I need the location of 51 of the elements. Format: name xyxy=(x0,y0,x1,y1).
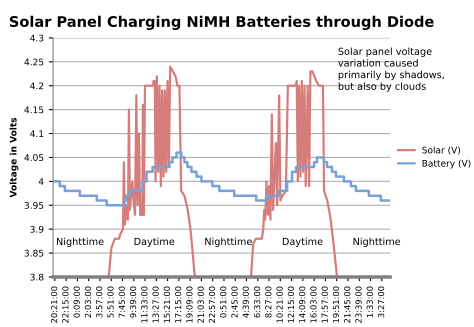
y-axis-title: Voltage in Volts xyxy=(10,118,18,198)
y-tick-label: 4.3 xyxy=(30,34,44,42)
x-tick-label: 9:39:00 xyxy=(130,286,136,318)
x-tick-label: 19:09:00 xyxy=(186,286,193,323)
x-tick-label: 12:15:00 xyxy=(288,286,294,323)
x-tick-label: 17:57:00 xyxy=(322,286,328,323)
y-tick-label: 4.05 xyxy=(24,154,44,162)
annotation: Solar panel voltage variation caused primarily by shadows, but also by clouds xyxy=(338,47,444,92)
x-tick-label: 22:15:00 xyxy=(62,286,69,323)
x-tick-label: 16:03:00 xyxy=(310,286,317,323)
legend-label: Solar (V) xyxy=(422,146,460,155)
x-tick-label: 1:33:00 xyxy=(366,286,373,318)
x-tick-label: 6:33:00 xyxy=(254,286,260,318)
x-tick-label: 11:33:00 xyxy=(141,286,148,323)
x-tick-label: 5:51:00 xyxy=(107,286,114,318)
legend-label: Battery (V) xyxy=(422,160,470,168)
x-tick-label: 3:27:00 xyxy=(378,286,384,318)
x-tick-label: 4:39:00 xyxy=(242,286,249,318)
x-tick-label: 0:09:00 xyxy=(74,286,80,318)
x-tick-label: 20:21:00 xyxy=(50,286,58,323)
y-tick-label: 3.95 xyxy=(24,202,44,209)
x-tick-label: 23:39:00 xyxy=(355,286,362,323)
x-tick-label: 2:45:00 xyxy=(231,286,238,318)
annotation: Nighttime xyxy=(354,238,400,248)
x-tick-label: 8:27:00 xyxy=(265,286,272,318)
x-tick-label: 3:57:00 xyxy=(96,286,102,318)
x-tick-label: 22:57:00 xyxy=(208,286,216,323)
y-tick-label: 3.8 xyxy=(30,274,44,281)
y-tick-label: 3.85 xyxy=(24,250,44,257)
x-tick-label: 10:21:00 xyxy=(276,286,283,323)
y-tick-label: 4.2 xyxy=(30,82,44,90)
x-tick-label: 15:21:00 xyxy=(164,286,170,323)
x-tick-label: 21:45:00 xyxy=(344,286,350,323)
y-tick-label: 4.25 xyxy=(24,58,44,66)
y-tick-label: 4.15 xyxy=(24,106,44,114)
x-tick-label: 7:45:00 xyxy=(118,286,125,318)
annotation: Nighttime xyxy=(205,238,252,248)
x-tick-label: 2:03:00 xyxy=(84,286,92,318)
annotation: Daytime xyxy=(134,238,174,248)
x-tick-label: 14:09:00 xyxy=(298,286,306,323)
y-tick-label: 4.1 xyxy=(30,130,44,137)
y-tick-label: 3.9 xyxy=(30,226,44,233)
y-tick-label: 4 xyxy=(38,178,44,185)
x-tick-label: 17:15:00 xyxy=(174,286,182,323)
x-tick-label: 0:51:00 xyxy=(220,286,226,318)
x-tick-label: 21:03:00 xyxy=(198,286,204,323)
annotation: Nighttime xyxy=(56,238,104,248)
x-tick-label: 13:27:00 xyxy=(152,286,159,323)
annotation: Daytime xyxy=(282,238,323,248)
chart-title: Solar Panel Charging NiMH Batteries through Diode xyxy=(10,16,434,30)
x-tick-label: 19:51:00 xyxy=(332,286,340,323)
